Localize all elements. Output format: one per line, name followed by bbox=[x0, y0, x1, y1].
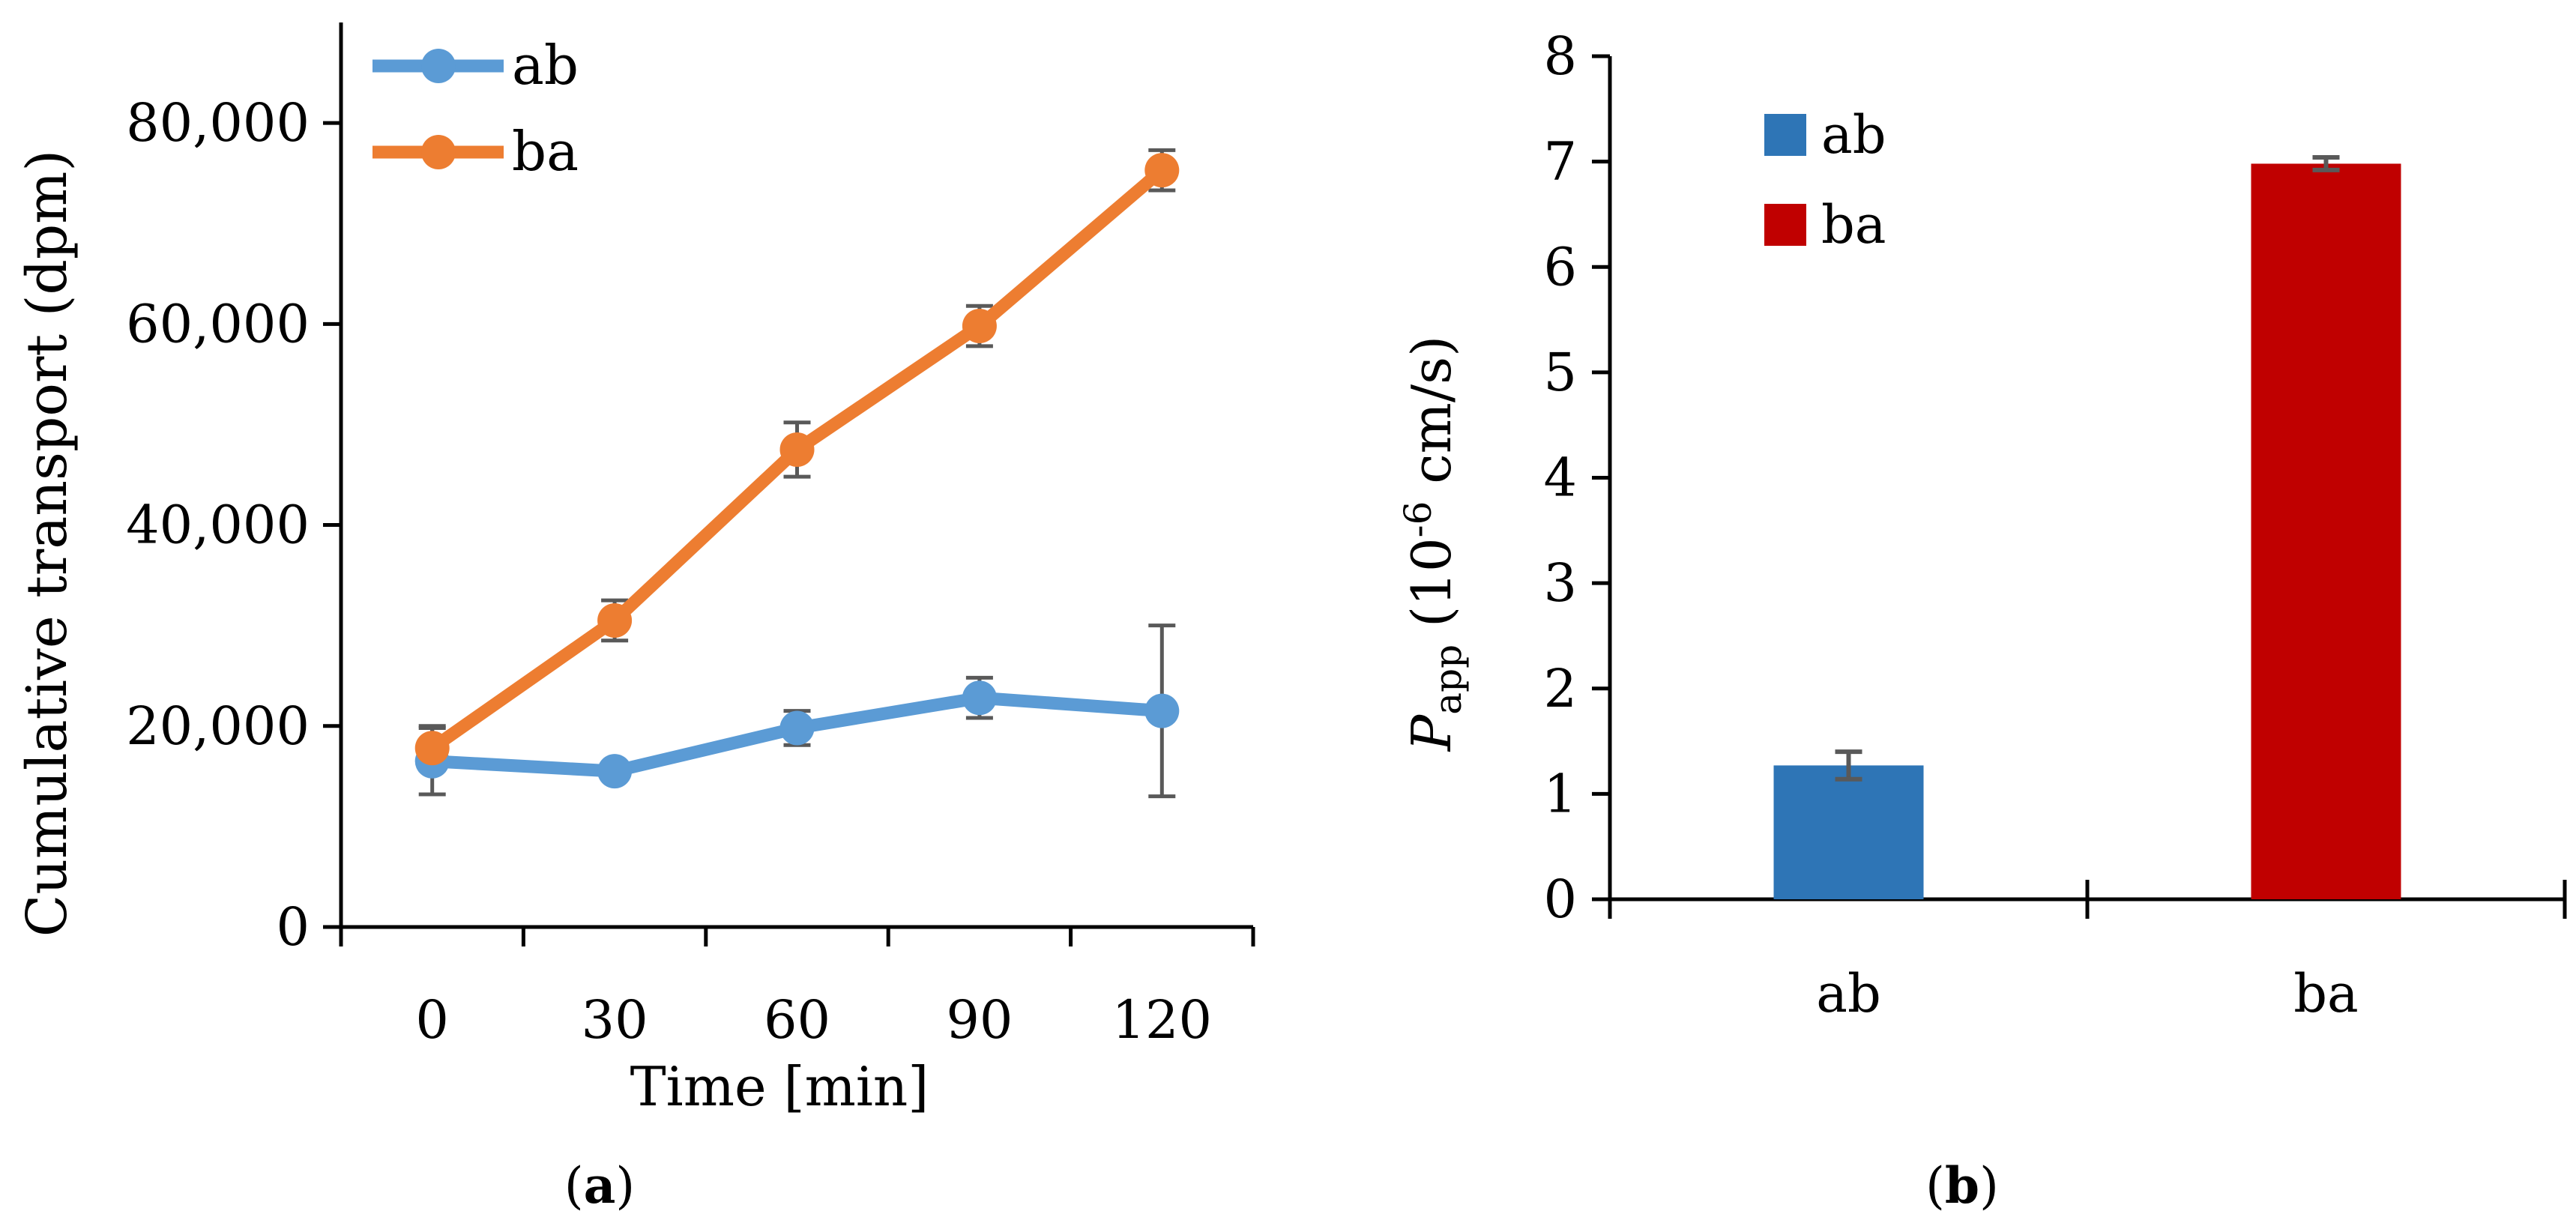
panel-a-legend-item-ba: ba bbox=[372, 120, 579, 183]
panel-a-point-ab bbox=[962, 680, 997, 716]
panel-b-y-tick-label: 4 bbox=[1543, 447, 1577, 509]
panel-a-point-ba bbox=[1144, 153, 1180, 188]
panel-a-x-axis-label: Time [min] bbox=[630, 1055, 929, 1118]
panel-b-error-bar-ab bbox=[1835, 749, 1862, 782]
panel-b-y-tick-label: 1 bbox=[1543, 763, 1577, 824]
panel-a-legend: ab ba bbox=[372, 34, 579, 183]
panel-a-caption: (a) bbox=[564, 1156, 635, 1215]
panel-b-error-bar-ba bbox=[2312, 155, 2340, 172]
panel-a-caption-letter: a bbox=[584, 1156, 616, 1215]
panel-b-bars bbox=[1773, 155, 2401, 899]
panel-b-legend: ab ba bbox=[1764, 104, 1886, 256]
panel-a-point-ba bbox=[962, 309, 997, 344]
panel-a-point-ba bbox=[779, 432, 815, 467]
panel-b-x-tick-label: ba bbox=[2293, 963, 2359, 1024]
panel-a-y-tick-label: 80,000 bbox=[126, 92, 310, 154]
panel-b-legend-label: ba bbox=[1821, 194, 1886, 256]
panel-b-y-tick-label: 7 bbox=[1543, 131, 1577, 193]
panel-b-legend-swatch bbox=[1764, 204, 1806, 246]
panel-b-x-tick-labels: ab ba bbox=[1816, 963, 2359, 1024]
panel-b-y-axis-label-rest: cm/s) bbox=[1400, 336, 1463, 501]
panel-b-bar-ab bbox=[1773, 765, 1924, 899]
panel-b-caption-letter: b bbox=[1945, 1156, 1979, 1215]
panel-b-x-tick-label: ab bbox=[1816, 963, 1881, 1024]
panel-a-line-chart: 0 20,000 40,000 60,000 80,000 0 30 60 90 120 ab b… bbox=[15, 22, 1255, 1215]
panel-a-point-ab bbox=[779, 710, 815, 746]
panel-a-y-tick-label: 60,000 bbox=[126, 293, 310, 354]
panel-b-y-axis-label-main: P bbox=[1400, 713, 1463, 752]
panel-a-x-tick-label: 30 bbox=[582, 989, 648, 1051]
panel-b-legend-label: ab bbox=[1821, 104, 1886, 166]
panel-a-y-tick-label: 20,000 bbox=[126, 695, 310, 757]
panel-a-x-tick-label: 0 bbox=[415, 989, 449, 1051]
panel-a-series bbox=[414, 153, 1180, 789]
panel-a-y-ticks: 0 20,000 40,000 60,000 80,000 bbox=[126, 92, 341, 958]
panel-b-bar-chart: 0 1 2 3 4 5 6 7 8 ab ba ab ba Papp (10-6 cm/s) (b) bbox=[1396, 25, 2567, 1215]
panel-b-bar-ba bbox=[2251, 163, 2401, 899]
panel-a-y-tick-label: 40,000 bbox=[126, 495, 310, 556]
panel-b-axes bbox=[1608, 56, 2567, 919]
panel-a-legend-item-ab: ab bbox=[372, 34, 579, 97]
panel-b-y-tick-label: 5 bbox=[1543, 342, 1577, 403]
panel-b-legend-swatch bbox=[1764, 114, 1806, 156]
panel-b-y-axis-label: Papp (10-6 cm/s) bbox=[1396, 336, 1470, 752]
panel-b-y-axis-label-sub: app bbox=[1426, 644, 1470, 715]
panel-a-y-tick-label: 0 bbox=[276, 896, 310, 958]
panel-b-y-tick-label: 3 bbox=[1543, 552, 1577, 614]
panel-b-y-axis-label-open: (10 bbox=[1400, 537, 1463, 644]
panel-b-legend-item-ba: ba bbox=[1764, 194, 1886, 256]
panel-b-y-tick-label: 2 bbox=[1543, 658, 1577, 719]
panel-a-axes bbox=[339, 22, 1253, 929]
panel-b-legend-item-ab: ab bbox=[1764, 104, 1886, 166]
panel-a-x-ticks: 0 30 60 90 120 bbox=[339, 927, 1255, 1051]
panel-a-point-ba bbox=[414, 731, 450, 766]
panel-a-legend-marker bbox=[421, 49, 456, 83]
panel-a-legend-label: ab bbox=[512, 34, 579, 97]
panel-b-caption: (b) bbox=[1925, 1156, 1999, 1215]
panel-a-point-ab bbox=[1144, 693, 1180, 728]
panel-a-x-tick-label: 60 bbox=[764, 989, 830, 1051]
panel-a-legend-label: ba bbox=[512, 120, 579, 183]
panel-a-y-axis-label: Cumulative transport (dpm) bbox=[15, 150, 79, 937]
panel-b-y-tick-label: 8 bbox=[1543, 25, 1577, 87]
panel-b-y-tick-label: 6 bbox=[1543, 236, 1577, 298]
panel-b-y-ticks: 0 1 2 3 4 5 6 7 8 bbox=[1543, 25, 1610, 930]
panel-a-x-tick-label: 120 bbox=[1111, 989, 1212, 1051]
panel-a-point-ab bbox=[597, 754, 633, 789]
panel-b-y-tick-label: 0 bbox=[1543, 869, 1577, 930]
panel-b-y-axis-label-sup: -6 bbox=[1396, 501, 1440, 538]
panel-a-point-ba bbox=[597, 603, 633, 638]
panel-a-x-tick-label: 90 bbox=[946, 989, 1013, 1051]
panel-a-legend-marker bbox=[421, 135, 456, 169]
